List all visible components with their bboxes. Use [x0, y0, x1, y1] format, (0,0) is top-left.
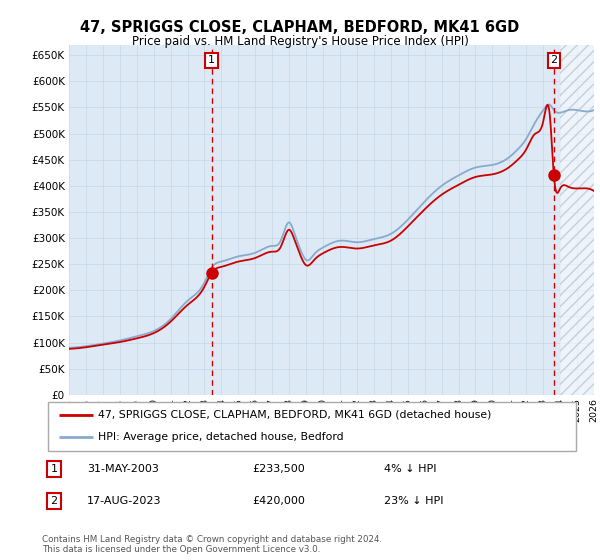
Text: HPI: Average price, detached house, Bedford: HPI: Average price, detached house, Bedf…: [98, 432, 344, 442]
Text: 17-AUG-2023: 17-AUG-2023: [87, 496, 161, 506]
Text: 47, SPRIGGS CLOSE, CLAPHAM, BEDFORD, MK41 6GD: 47, SPRIGGS CLOSE, CLAPHAM, BEDFORD, MK4…: [80, 20, 520, 35]
Text: £233,500: £233,500: [252, 464, 305, 474]
Bar: [560, 45, 594, 395]
Text: 23% ↓ HPI: 23% ↓ HPI: [384, 496, 443, 506]
Text: 47, SPRIGGS CLOSE, CLAPHAM, BEDFORD, MK41 6GD (detached house): 47, SPRIGGS CLOSE, CLAPHAM, BEDFORD, MK4…: [98, 410, 491, 420]
Text: 2: 2: [50, 496, 58, 506]
Text: 31-MAY-2003: 31-MAY-2003: [87, 464, 159, 474]
Text: 2: 2: [550, 55, 557, 66]
Text: Contains HM Land Registry data © Crown copyright and database right 2024.
This d: Contains HM Land Registry data © Crown c…: [42, 535, 382, 554]
Text: 1: 1: [208, 55, 215, 66]
FancyBboxPatch shape: [48, 402, 576, 451]
Text: Price paid vs. HM Land Registry's House Price Index (HPI): Price paid vs. HM Land Registry's House …: [131, 35, 469, 48]
Text: 4% ↓ HPI: 4% ↓ HPI: [384, 464, 437, 474]
Text: 1: 1: [50, 464, 58, 474]
Bar: [560, 45, 594, 395]
Text: £420,000: £420,000: [252, 496, 305, 506]
